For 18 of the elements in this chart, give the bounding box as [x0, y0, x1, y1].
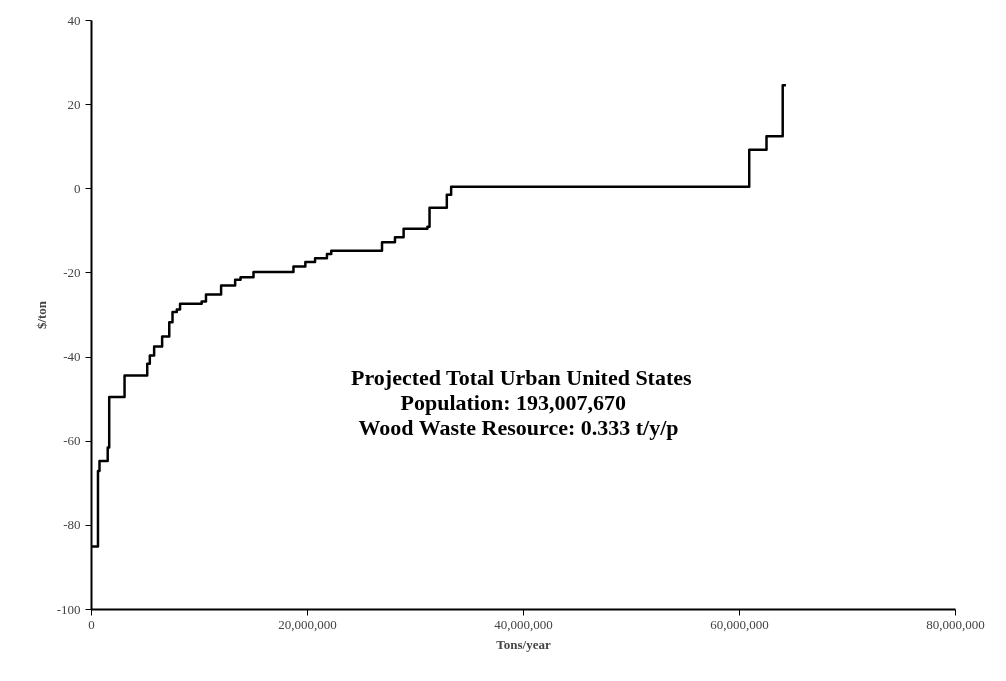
y-tick-label: -100: [56, 601, 81, 617]
y-tick-label: -60: [63, 433, 81, 449]
y-tick-label: -40: [63, 349, 81, 365]
annotation: Projected Total Urban United States: [351, 364, 693, 390]
x-tick-label: 80,000,000: [926, 616, 985, 632]
annotation: Wood Waste Resource: 0.333 t/y/p: [358, 414, 679, 440]
y-tick-label: 0: [74, 180, 81, 196]
x-tick-label: 40,000,000: [494, 616, 553, 632]
y-axis-title: $/ton: [33, 300, 49, 330]
annotation: Population: 193,007,670: [400, 389, 627, 415]
y-tick-label: -80: [63, 517, 81, 533]
y-tick-label: 40: [67, 12, 81, 28]
x-tick-label: 0: [88, 616, 95, 632]
y-tick-label: -20: [63, 264, 81, 280]
y-tick-label: 20: [67, 96, 81, 112]
x-axis-title: Tons/year: [496, 636, 551, 652]
x-tick-label: 20,000,000: [278, 616, 337, 632]
x-tick-label: 60,000,000: [710, 616, 769, 632]
